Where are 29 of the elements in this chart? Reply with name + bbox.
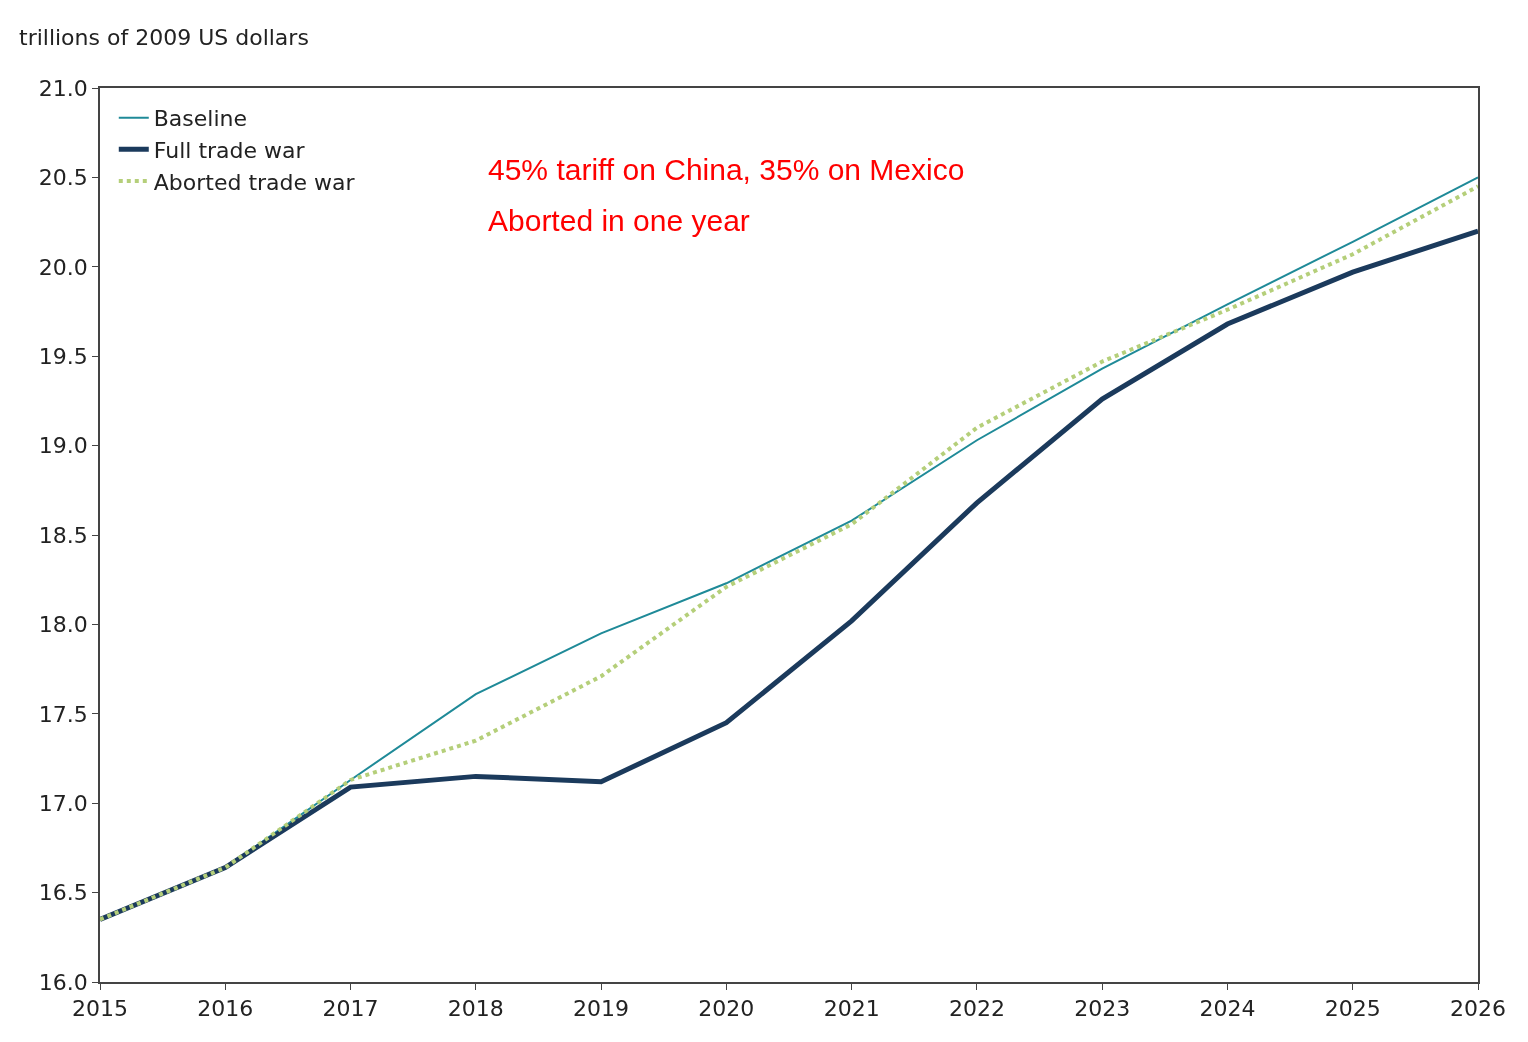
annotation: 45% tariff on China, 35% on Mexico: [488, 153, 965, 186]
y-tick-label: 19.0: [38, 433, 88, 459]
legend-label: Baseline: [153, 106, 248, 132]
x-tick-label: 2015: [72, 996, 128, 1022]
x-tick-label: 2020: [698, 996, 755, 1022]
x-tick-label: 2017: [322, 996, 379, 1022]
x-tick-label: 2023: [1074, 996, 1131, 1022]
x-tick-label: 2018: [447, 996, 504, 1022]
x-tick-label: 2024: [1199, 996, 1256, 1022]
y-tick-label: 16.0: [38, 969, 88, 995]
y-tick-label: 20.0: [38, 254, 88, 280]
y-tick-label: 17.5: [38, 701, 88, 727]
legend-label: Aborted trade war: [153, 169, 356, 195]
x-tick-label: 2026: [1450, 996, 1506, 1022]
y-tick-label: 18.5: [38, 522, 88, 548]
x-tick-label: 2022: [948, 996, 1005, 1022]
y-tick-label: 18.0: [38, 612, 88, 638]
y-axis-title: trillions of 2009 US dollars: [19, 25, 309, 50]
x-tick-label: 2016: [197, 996, 254, 1022]
y-tick-label: 17.0: [38, 790, 88, 816]
x-tick-label: 2019: [573, 996, 630, 1022]
y-tick-label: 20.5: [38, 165, 88, 191]
x-tick-label: 2025: [1324, 996, 1381, 1022]
annotation: Aborted in one year: [488, 204, 750, 237]
y-tick-label: 19.5: [38, 343, 88, 369]
legend-label: Full trade war: [153, 137, 306, 163]
x-tick-label: 2021: [823, 996, 880, 1022]
y-tick-label: 16.5: [38, 880, 88, 906]
y-tick-label: 21.0: [38, 75, 88, 101]
